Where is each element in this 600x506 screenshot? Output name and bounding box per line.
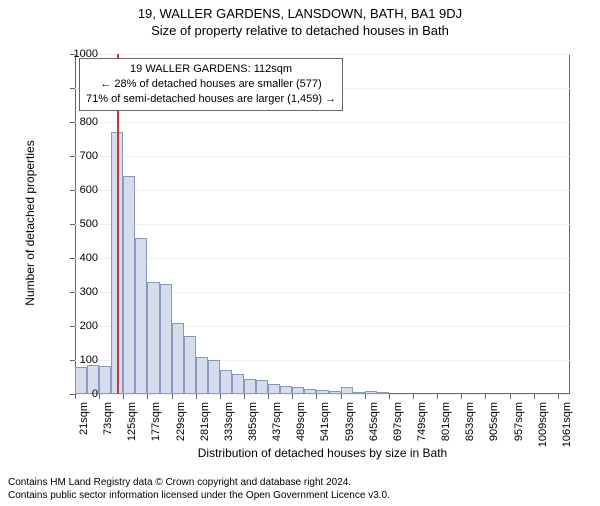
x-tick-mark: [292, 394, 293, 399]
x-tick-mark: [461, 394, 462, 399]
x-tick-mark: [172, 394, 173, 399]
chart-title: 19, WALLER GARDENS, LANSDOWN, BATH, BA1 …: [0, 6, 600, 21]
x-tick-mark: [123, 394, 124, 399]
histogram-bar: [172, 323, 184, 394]
gridline: [75, 156, 570, 157]
y-tick-label: 600: [63, 184, 98, 196]
footer-line1: Contains HM Land Registry data © Crown c…: [8, 476, 390, 489]
x-tick-label: 125sqm: [126, 402, 138, 462]
histogram-bar: [208, 360, 220, 394]
y-tick-label: 800: [63, 116, 98, 128]
y-tick-label: 0: [63, 388, 98, 400]
y-tick-label: 100: [63, 354, 98, 366]
x-tick-mark: [389, 394, 390, 399]
x-tick-mark: [220, 394, 221, 399]
x-tick-label: 697sqm: [392, 402, 404, 462]
chart-container: 19, WALLER GARDENS, LANSDOWN, BATH, BA1 …: [0, 6, 600, 506]
x-tick-mark: [413, 394, 414, 399]
y-axis-label: Number of detached properties: [23, 133, 37, 313]
x-tick-mark: [196, 394, 197, 399]
x-tick-mark: [244, 394, 245, 399]
x-tick-label: 437sqm: [271, 402, 283, 462]
x-tick-mark: [147, 394, 148, 399]
annotation-box: 19 WALLER GARDENS: 112sqm ← 28% of detac…: [79, 58, 343, 111]
histogram-bar: [316, 390, 328, 394]
x-tick-mark: [316, 394, 317, 399]
gridline: [75, 190, 570, 191]
x-tick-mark: [534, 394, 535, 399]
x-tick-label: 73sqm: [102, 402, 114, 462]
gridline: [75, 122, 570, 123]
histogram-bar: [244, 379, 256, 394]
x-tick-label: 489sqm: [295, 402, 307, 462]
x-tick-label: 1009sqm: [537, 402, 549, 462]
x-tick-label: 177sqm: [150, 402, 162, 462]
y-tick-label: 400: [63, 252, 98, 264]
x-tick-mark: [268, 394, 269, 399]
x-tick-mark: [365, 394, 366, 399]
x-tick-mark: [437, 394, 438, 399]
x-tick-mark: [485, 394, 486, 399]
histogram-bar: [377, 392, 389, 394]
chart-subtitle: Size of property relative to detached ho…: [0, 23, 600, 38]
footer-line2: Contains public sector information licen…: [8, 489, 390, 502]
histogram-bar: [292, 387, 304, 394]
histogram-bar: [220, 370, 232, 394]
x-tick-label: 229sqm: [175, 402, 187, 462]
histogram-bar: [353, 392, 365, 394]
x-tick-mark: [510, 394, 511, 399]
histogram-bar: [232, 374, 244, 394]
x-tick-label: 333sqm: [223, 402, 235, 462]
y-tick-label: 300: [63, 286, 98, 298]
plot-area: 19 WALLER GARDENS: 112sqm ← 28% of detac…: [75, 54, 570, 394]
y-tick-label: 200: [63, 320, 98, 332]
x-tick-label: 801sqm: [440, 402, 452, 462]
histogram-bar: [280, 386, 292, 395]
x-tick-label: 1061sqm: [561, 402, 573, 462]
x-tick-label: 21sqm: [78, 402, 90, 462]
histogram-bar: [365, 391, 377, 394]
x-tick-label: 957sqm: [513, 402, 525, 462]
x-tick-mark: [341, 394, 342, 399]
histogram-bar: [304, 389, 316, 394]
x-tick-label: 905sqm: [488, 402, 500, 462]
histogram-bar: [135, 238, 147, 394]
histogram-bar: [99, 366, 111, 394]
x-tick-mark: [99, 394, 100, 399]
histogram-bar: [196, 357, 208, 394]
x-tick-mark: [558, 394, 559, 399]
annotation-line3: 71% of semi-detached houses are larger (…: [86, 92, 336, 107]
histogram-bar: [123, 176, 135, 394]
histogram-bar: [256, 380, 268, 394]
histogram-bar: [268, 384, 280, 394]
x-tick-label: 853sqm: [464, 402, 476, 462]
gridline: [75, 258, 570, 259]
x-tick-label: 541sqm: [319, 402, 331, 462]
y-tick-label: 700: [63, 150, 98, 162]
annotation-line2: ← 28% of detached houses are smaller (57…: [86, 77, 336, 92]
y-tick-label: 500: [63, 218, 98, 230]
gridline: [75, 394, 570, 395]
histogram-bar: [341, 387, 353, 394]
histogram-bar: [147, 282, 159, 394]
x-tick-label: 645sqm: [368, 402, 380, 462]
gridline: [75, 224, 570, 225]
histogram-bar: [329, 391, 341, 394]
histogram-bar: [160, 284, 172, 395]
gridline: [75, 54, 570, 55]
footer: Contains HM Land Registry data © Crown c…: [8, 476, 390, 502]
annotation-line1: 19 WALLER GARDENS: 112sqm: [86, 62, 336, 77]
histogram-bar: [184, 336, 196, 394]
x-tick-label: 593sqm: [344, 402, 356, 462]
x-tick-label: 749sqm: [416, 402, 428, 462]
x-tick-label: 281sqm: [199, 402, 211, 462]
x-tick-label: 385sqm: [247, 402, 259, 462]
